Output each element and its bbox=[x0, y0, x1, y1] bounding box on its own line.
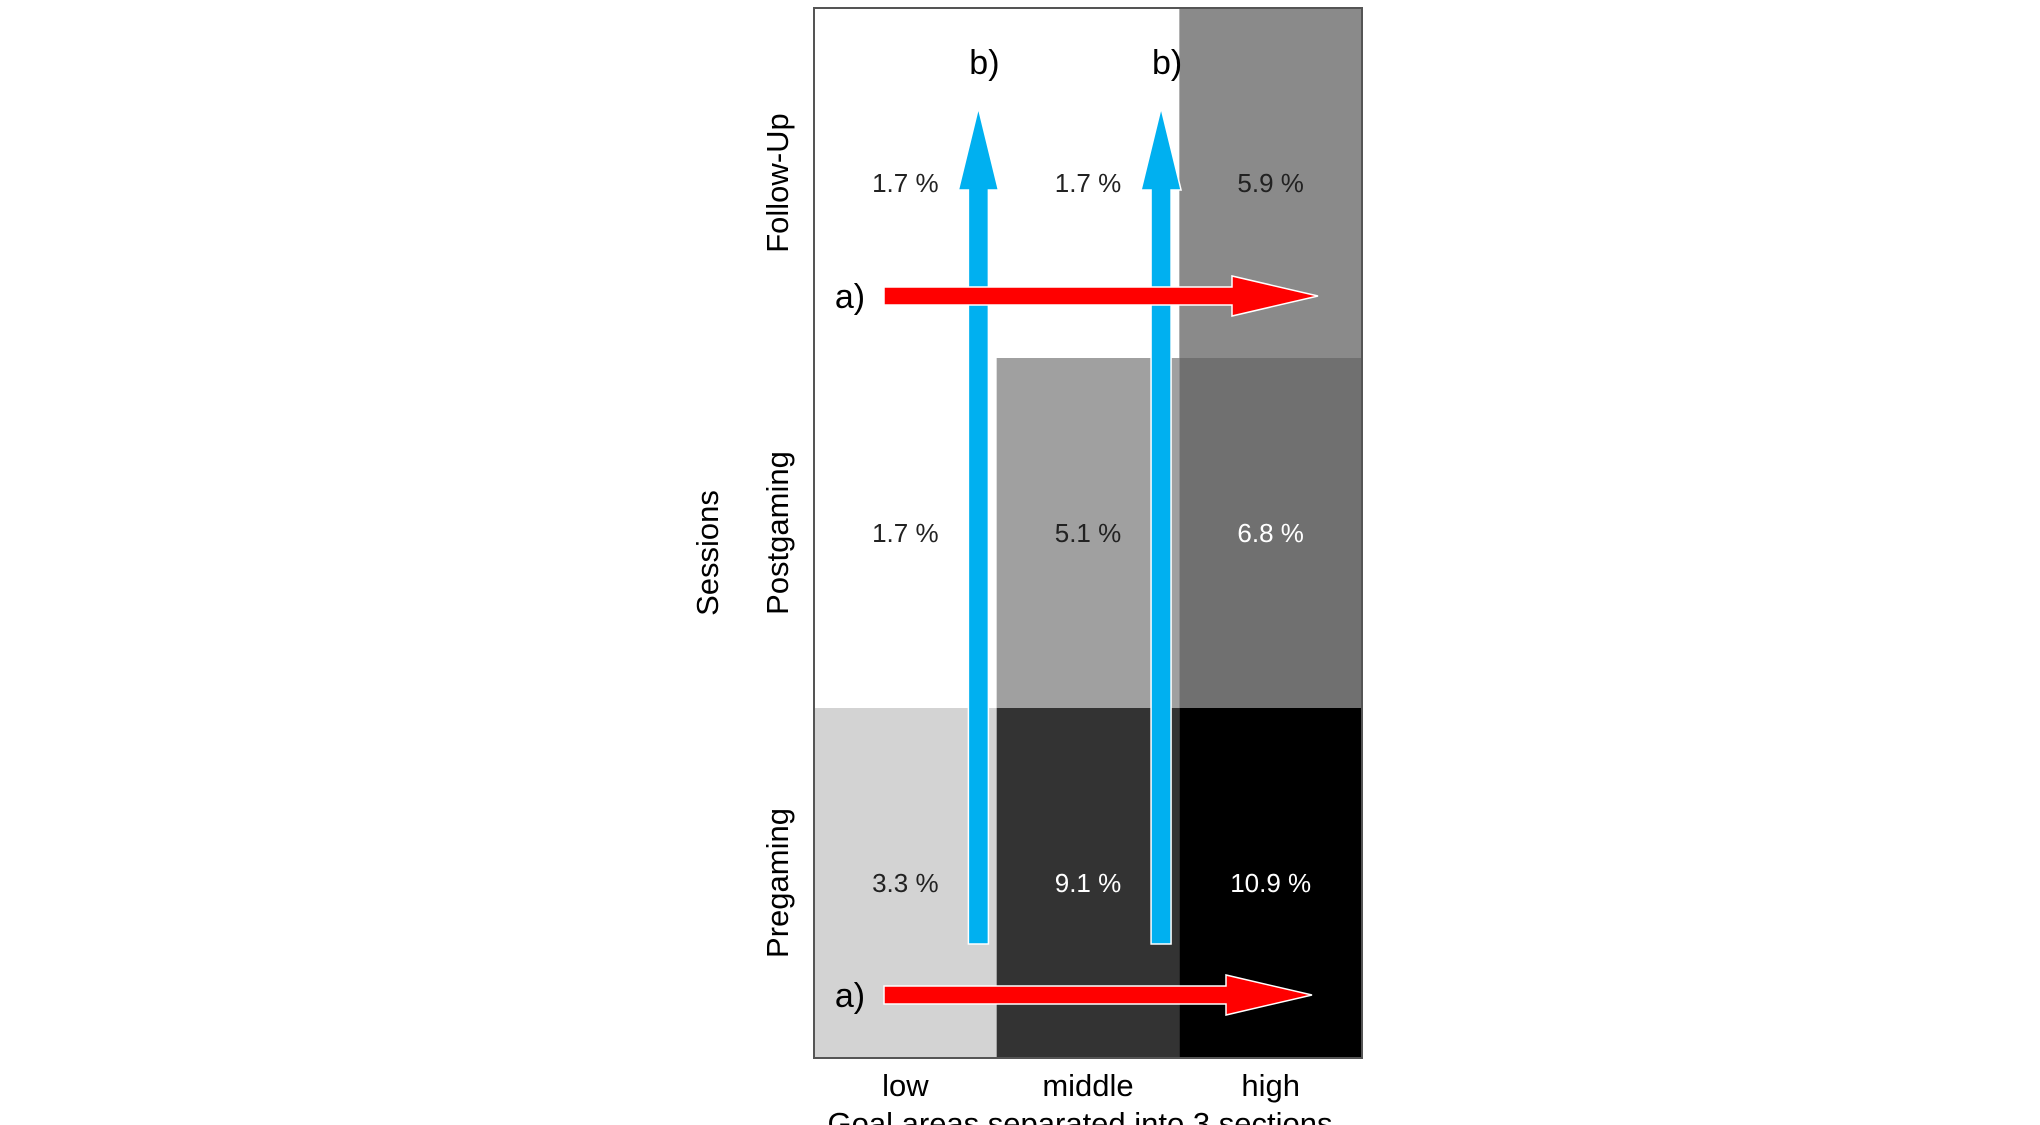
horizontal-arrows: a) a) bbox=[835, 275, 1319, 1016]
cell-value-label: 5.9 % bbox=[1237, 168, 1304, 198]
x-axis-title: Goal areas separated into 3 sections bbox=[828, 1106, 1333, 1125]
heatmap-cell bbox=[996, 358, 1180, 708]
cell-value-label: 1.7 % bbox=[872, 168, 939, 198]
cell-value-label: 9.1 % bbox=[1055, 868, 1122, 898]
cell-value-label: 5.1 % bbox=[1055, 518, 1122, 548]
horizontal-arrow-label: a) bbox=[835, 977, 865, 1015]
plot-frame bbox=[813, 7, 1363, 1059]
cell-value-label: 10.9 % bbox=[1230, 868, 1311, 898]
y-axis-title: Sessions bbox=[690, 490, 725, 616]
cell-value-label: 1.7 % bbox=[872, 518, 939, 548]
x-tick-label: middle bbox=[1042, 1068, 1133, 1103]
cell-value-label: 3.3 % bbox=[872, 868, 939, 898]
vertical-arrow bbox=[1140, 107, 1183, 945]
vertical-arrow-label: b) bbox=[969, 44, 999, 82]
vertical-arrows: b) b) bbox=[957, 44, 1183, 945]
vertical-arrow-label: b) bbox=[1152, 44, 1182, 82]
cell-value-label: 1.7 % bbox=[1055, 168, 1122, 198]
x-axis-tick-labels: low middle high bbox=[882, 1068, 1300, 1103]
y-tick-label: Follow-Up bbox=[760, 113, 795, 253]
heatmap-cell bbox=[814, 358, 997, 708]
horizontal-arrow bbox=[883, 275, 1319, 317]
cell-value-label: 6.8 % bbox=[1237, 518, 1304, 548]
y-tick-label: Pregaming bbox=[760, 808, 795, 958]
heatmap-cell bbox=[1179, 358, 1362, 708]
heatmap-value-labels: 3.3 % 9.1 % 10.9 % 1.7 % 5.1 % 6.8 % 1.7 % 1.7 … bbox=[872, 168, 1311, 898]
horizontal-arrow-label: a) bbox=[835, 278, 865, 316]
y-tick-label: Postgaming bbox=[760, 451, 795, 615]
x-tick-label: low bbox=[882, 1068, 929, 1103]
horizontal-arrow bbox=[883, 974, 1313, 1016]
x-tick-label: high bbox=[1241, 1068, 1300, 1103]
vertical-arrow bbox=[957, 107, 1000, 945]
y-axis-tick-labels: Pregaming Postgaming Follow-Up bbox=[760, 113, 795, 958]
